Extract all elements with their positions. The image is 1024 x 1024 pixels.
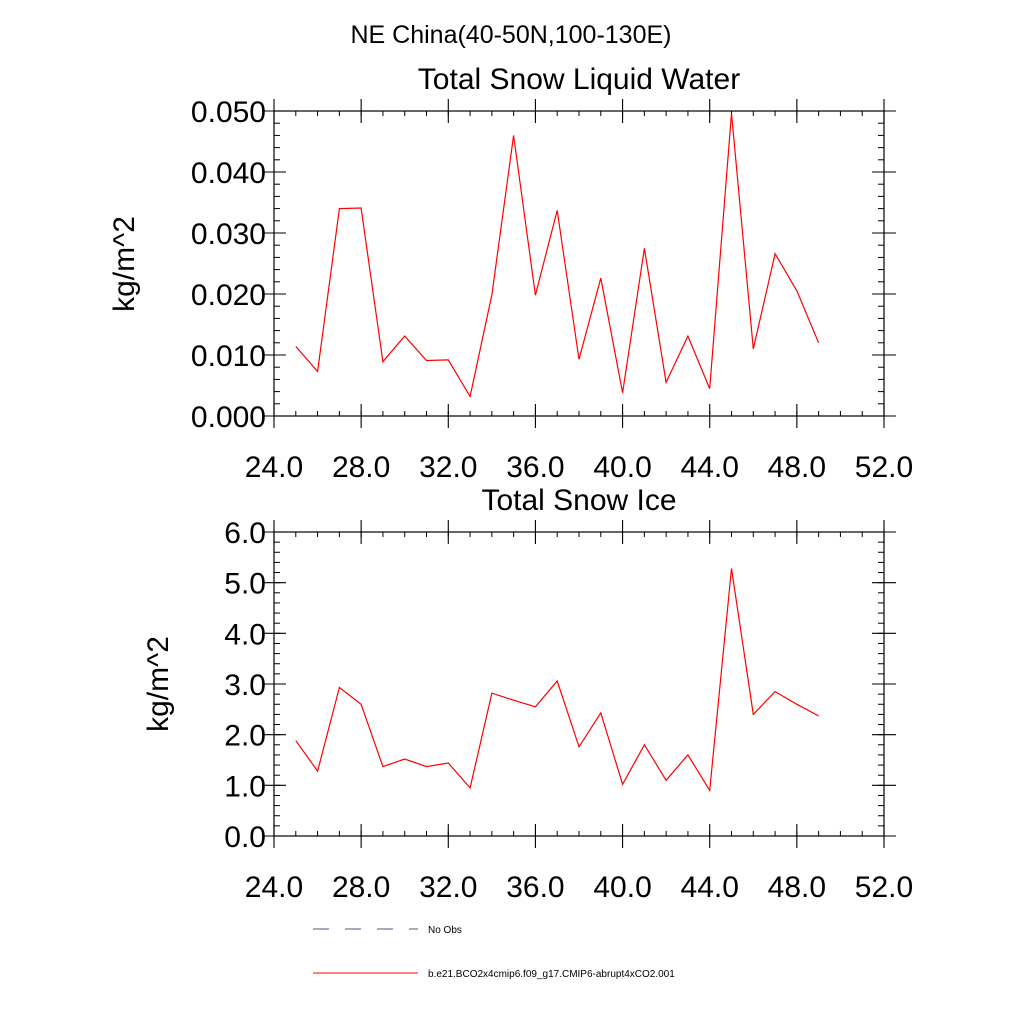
- x-tick-label: 52.0: [855, 871, 913, 904]
- y-axis-label: kg/m^2: [142, 636, 175, 732]
- x-tick-label: 28.0: [332, 451, 390, 484]
- chart-title: Total Snow Ice: [481, 484, 676, 517]
- y-tick-label: 0.020: [191, 279, 266, 312]
- x-tick-label: 24.0: [245, 451, 303, 484]
- x-tick-label: 48.0: [768, 451, 826, 484]
- legend-label: b.e21.BCO2x4cmip6.f09_g17.CMIP6-abrupt4x…: [428, 969, 675, 980]
- y-tick-label: 2.0: [224, 720, 266, 753]
- x-tick-label: 24.0: [245, 871, 303, 904]
- x-tick-label: 44.0: [681, 871, 739, 904]
- x-tick-label: 52.0: [855, 451, 913, 484]
- panels: Total Snow Liquid Water kg/m^2 24.0 28.0 32.…: [108, 63, 913, 904]
- y-tick-label: 5.0: [224, 568, 266, 601]
- x-tick-label: 36.0: [506, 871, 564, 904]
- x-tick-label: 40.0: [593, 871, 651, 904]
- x-tick-label: 32.0: [419, 871, 477, 904]
- x-tick-label: 32.0: [419, 451, 477, 484]
- x-tick-label: 48.0: [768, 871, 826, 904]
- x-tick-label: 36.0: [506, 451, 564, 484]
- y-tick-label: 3.0: [224, 669, 266, 702]
- y-tick-label: 4.0: [224, 618, 266, 651]
- plot-frame: [273, 110, 885, 417]
- y-tick-label: 0.030: [191, 218, 266, 251]
- x-tick-label: 40.0: [593, 451, 651, 484]
- x-tick-label: 28.0: [332, 871, 390, 904]
- y-tick-label: 0.050: [191, 96, 266, 129]
- y-tick-label: 0.000: [191, 401, 266, 434]
- legend-label: No Obs: [428, 925, 462, 936]
- series-line: [295, 568, 819, 793]
- chart-title: Total Snow Liquid Water: [418, 63, 740, 96]
- y-axis-label: kg/m^2: [108, 216, 141, 312]
- x-tick-label: 44.0: [681, 451, 739, 484]
- y-tick-label: 0.040: [191, 157, 266, 190]
- y-tick-label: 6.0: [224, 517, 266, 550]
- chart-panel-2: Total Snow Ice kg/m^2 24.0 28.0 32.0 36.0 40.0…: [142, 484, 913, 904]
- chart-panel-1: Total Snow Liquid Water kg/m^2 24.0 28.0 32.…: [108, 63, 913, 484]
- figure-suptitle: NE China(40-50N,100-130E): [350, 21, 671, 49]
- y-tick-label: 0.0: [224, 821, 266, 854]
- plot-frame: [273, 531, 885, 837]
- y-tick-label: 0.010: [191, 340, 266, 373]
- y-tick-label: 1.0: [224, 770, 266, 803]
- series-line: [295, 113, 820, 399]
- legend: No Obs b.e21.BCO2x4cmip6.f09_g17.CMIP6-ab…: [313, 925, 675, 980]
